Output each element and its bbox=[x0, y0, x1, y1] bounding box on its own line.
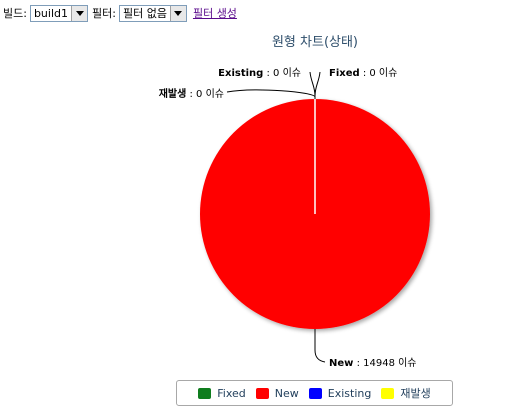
data-label-new: New : 14948 이슈 bbox=[329, 357, 417, 369]
filter-select-value: 필터 없음 bbox=[122, 6, 167, 20]
chevron-down-icon[interactable] bbox=[71, 5, 88, 21]
chart-legend: Fixed New Existing 재발생 bbox=[176, 380, 453, 406]
leader-line-재발생 bbox=[226, 89, 316, 99]
pie-slices bbox=[200, 99, 430, 329]
chart-title: 원형 차트(상태) bbox=[272, 35, 358, 50]
data-label-fixed: Fixed : 0 이슈 bbox=[329, 67, 397, 79]
filter-label: 필터: bbox=[92, 7, 116, 20]
legend-label: New bbox=[274, 386, 299, 400]
data-label-existing: Existing : 0 이슈 bbox=[218, 67, 301, 79]
legend-item-재발생[interactable]: 재발생 bbox=[381, 385, 431, 401]
legend-item-existing[interactable]: Existing bbox=[308, 386, 372, 400]
slice-labels: Fixed : 0 이슈 New : 14948 이슈 Existing : 0 이… bbox=[159, 67, 417, 369]
toolbar: 빌드: build1 필터: 필터 없음 필터 생성 bbox=[3, 3, 237, 23]
legend-label: 재발생 bbox=[400, 387, 431, 400]
legend-label: Existing bbox=[327, 386, 372, 400]
legend-swatch bbox=[255, 387, 269, 399]
legend-swatch bbox=[381, 387, 395, 399]
legend-swatch bbox=[198, 387, 212, 399]
legend-label: Fixed bbox=[217, 386, 246, 400]
build-label: 빌드: bbox=[3, 7, 27, 20]
chevron-down-icon[interactable] bbox=[169, 5, 186, 21]
create-filter-link[interactable]: 필터 생성 bbox=[192, 7, 237, 20]
legend-item-new[interactable]: New bbox=[255, 386, 299, 400]
filter-select[interactable]: 필터 없음 bbox=[118, 4, 187, 22]
build-select-value: build1 bbox=[33, 6, 69, 20]
legend-swatch bbox=[308, 387, 322, 399]
legend-item-fixed[interactable]: Fixed bbox=[198, 387, 246, 400]
build-select[interactable]: build1 bbox=[29, 4, 89, 22]
data-label-재발생: 재발생 : 0 이슈 bbox=[159, 87, 224, 100]
leader-line-fixed bbox=[314, 71, 321, 99]
leader-line-new bbox=[314, 329, 326, 363]
